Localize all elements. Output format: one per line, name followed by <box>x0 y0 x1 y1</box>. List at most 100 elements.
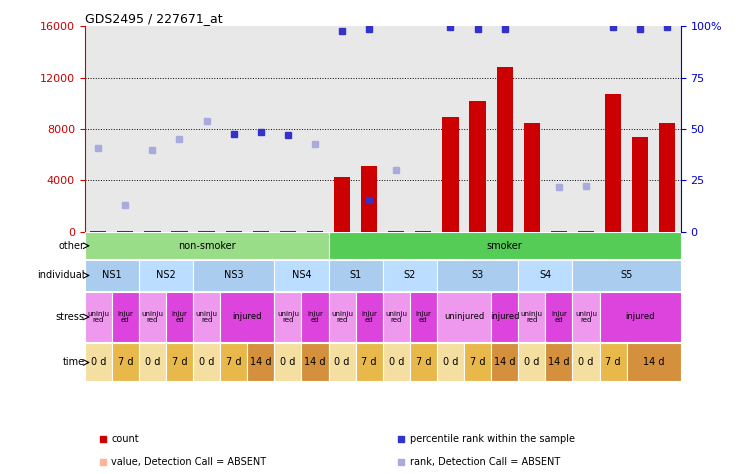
Bar <box>497 67 513 232</box>
Text: uninju
red: uninju red <box>87 311 109 323</box>
Text: 7 d: 7 d <box>361 357 377 367</box>
FancyBboxPatch shape <box>383 344 410 382</box>
Text: stress: stress <box>56 312 85 322</box>
FancyBboxPatch shape <box>112 292 139 342</box>
Text: rank, Detection Call = ABSENT: rank, Detection Call = ABSENT <box>409 456 560 466</box>
Bar <box>225 231 242 232</box>
FancyBboxPatch shape <box>85 292 112 342</box>
FancyBboxPatch shape <box>85 344 112 382</box>
FancyBboxPatch shape <box>383 260 437 291</box>
Text: injur
ed: injur ed <box>551 311 567 323</box>
FancyBboxPatch shape <box>85 232 328 259</box>
FancyBboxPatch shape <box>545 292 573 342</box>
FancyBboxPatch shape <box>166 292 193 342</box>
FancyBboxPatch shape <box>437 344 464 382</box>
Text: injur
ed: injur ed <box>415 311 431 323</box>
Text: uninjured: uninjured <box>444 312 484 321</box>
FancyBboxPatch shape <box>355 292 383 342</box>
Text: count: count <box>111 434 139 444</box>
Text: 14 d: 14 d <box>304 357 326 367</box>
FancyBboxPatch shape <box>491 292 518 342</box>
FancyBboxPatch shape <box>275 292 302 342</box>
Text: 0 d: 0 d <box>145 357 160 367</box>
FancyBboxPatch shape <box>518 344 545 382</box>
FancyBboxPatch shape <box>302 292 328 342</box>
Text: injured: injured <box>490 312 520 321</box>
FancyBboxPatch shape <box>573 344 600 382</box>
Text: NS4: NS4 <box>291 271 311 281</box>
Text: S2: S2 <box>403 271 416 281</box>
Bar <box>171 231 188 232</box>
Text: 7 d: 7 d <box>605 357 620 367</box>
Text: injured: injured <box>626 312 655 321</box>
FancyBboxPatch shape <box>139 260 193 291</box>
Text: S3: S3 <box>472 271 484 281</box>
Bar <box>442 118 459 232</box>
Text: injur
ed: injur ed <box>171 311 188 323</box>
Text: injur
ed: injur ed <box>307 311 323 323</box>
Bar <box>280 231 296 232</box>
FancyBboxPatch shape <box>410 344 437 382</box>
Text: percentile rank within the sample: percentile rank within the sample <box>409 434 575 444</box>
FancyBboxPatch shape <box>383 292 410 342</box>
Text: uninju
red: uninju red <box>385 311 407 323</box>
Bar <box>578 231 594 232</box>
Text: 14 d: 14 d <box>548 357 570 367</box>
Text: 7 d: 7 d <box>118 357 133 367</box>
FancyBboxPatch shape <box>573 292 600 342</box>
FancyBboxPatch shape <box>355 344 383 382</box>
Text: uninju
red: uninju red <box>277 311 299 323</box>
FancyBboxPatch shape <box>275 344 302 382</box>
Text: 0 d: 0 d <box>199 357 214 367</box>
Text: 14 d: 14 d <box>494 357 515 367</box>
FancyBboxPatch shape <box>328 292 355 342</box>
FancyBboxPatch shape <box>220 344 247 382</box>
FancyBboxPatch shape <box>139 344 166 382</box>
Text: individual: individual <box>37 271 85 281</box>
Bar <box>523 123 540 232</box>
FancyBboxPatch shape <box>410 292 437 342</box>
Bar <box>388 231 404 232</box>
Bar <box>252 230 269 232</box>
Text: 7 d: 7 d <box>226 357 241 367</box>
FancyBboxPatch shape <box>247 344 275 382</box>
Bar <box>307 231 323 232</box>
FancyBboxPatch shape <box>518 260 573 291</box>
FancyBboxPatch shape <box>518 292 545 342</box>
Text: value, Detection Call = ABSENT: value, Detection Call = ABSENT <box>111 456 266 466</box>
Text: 0 d: 0 d <box>389 357 404 367</box>
Bar <box>144 231 160 232</box>
Text: GDS2495 / 227671_at: GDS2495 / 227671_at <box>85 12 222 25</box>
Bar <box>361 166 378 232</box>
FancyBboxPatch shape <box>139 292 166 342</box>
Text: 0 d: 0 d <box>91 357 106 367</box>
Bar <box>605 94 621 232</box>
Text: time: time <box>63 357 85 367</box>
Bar <box>334 177 350 232</box>
Bar <box>659 123 676 232</box>
FancyBboxPatch shape <box>573 260 681 291</box>
Bar <box>90 231 106 232</box>
FancyBboxPatch shape <box>464 344 491 382</box>
Text: 0 d: 0 d <box>443 357 458 367</box>
Text: NS3: NS3 <box>224 271 244 281</box>
Text: 0 d: 0 d <box>578 357 594 367</box>
Text: NS2: NS2 <box>156 271 176 281</box>
Bar <box>117 231 133 232</box>
FancyBboxPatch shape <box>545 344 573 382</box>
FancyBboxPatch shape <box>220 292 275 342</box>
FancyBboxPatch shape <box>166 344 193 382</box>
Text: 7 d: 7 d <box>470 357 485 367</box>
Text: 14 d: 14 d <box>250 357 272 367</box>
Bar <box>470 100 486 232</box>
Text: non-smoker: non-smoker <box>178 241 236 251</box>
FancyBboxPatch shape <box>193 344 220 382</box>
FancyBboxPatch shape <box>437 292 491 342</box>
Text: other: other <box>59 241 85 251</box>
FancyBboxPatch shape <box>193 260 275 291</box>
Text: injur
ed: injur ed <box>117 311 133 323</box>
Bar <box>415 231 431 232</box>
FancyBboxPatch shape <box>302 344 328 382</box>
FancyBboxPatch shape <box>600 344 626 382</box>
Text: uninju
red: uninju red <box>141 311 163 323</box>
